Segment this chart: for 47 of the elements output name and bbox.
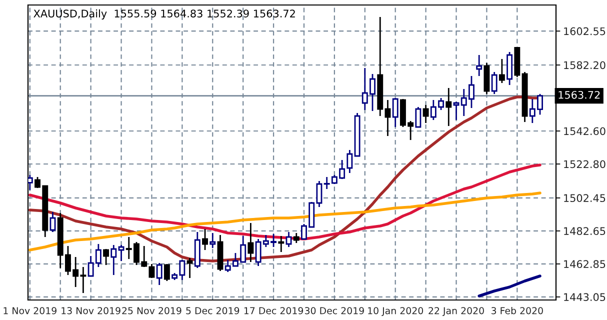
candlestick — [186, 257, 193, 279]
candlestick — [453, 101, 460, 121]
candlestick — [110, 244, 117, 276]
candlestick — [248, 222, 254, 263]
candlestick — [164, 263, 170, 282]
x-tick-label: 5 Dec 2019 — [186, 307, 240, 314]
candlestick — [384, 99, 391, 137]
candlestick — [103, 248, 110, 266]
candlestick — [118, 244, 124, 262]
y-tick-label: 1602.55 — [564, 27, 606, 36]
candlestick — [286, 231, 292, 248]
candlestick — [446, 87, 452, 127]
y-tick-label: 1462.85 — [564, 260, 606, 268]
candlestick — [156, 262, 162, 286]
candlestick — [506, 51, 513, 86]
y-tick-label: 1582.20 — [564, 61, 606, 70]
candlestick — [415, 106, 422, 128]
x-tick-label: 22 Jan 2020 — [428, 307, 484, 316]
x-tick-label: 17 Dec 2019 — [244, 307, 304, 314]
candlestick — [422, 104, 429, 124]
candlestick — [50, 211, 56, 233]
ref-line-label: 1563.72 — [558, 90, 600, 99]
x-tick-label: 1 Nov 2019 — [4, 307, 56, 314]
y-tick-label: 1522.80 — [564, 160, 606, 168]
x-tick-label: 10 Jan 2020 — [368, 307, 424, 316]
y-tick-label: 1482.65 — [564, 227, 606, 236]
candlestick — [293, 232, 300, 244]
x-tick-label: 13 Nov 2019 — [62, 307, 120, 314]
y-tick-label: 1443.05 — [564, 293, 606, 302]
x-tick-label: 25 Nov 2019 — [122, 307, 182, 314]
candlestick — [148, 263, 155, 279]
candlestick — [392, 97, 398, 128]
x-tick-label: 3 Feb 2020 — [492, 306, 543, 314]
candlestick — [346, 149, 353, 174]
candlestick — [476, 54, 482, 77]
line-series — [28, 192, 542, 252]
candlestick — [210, 232, 216, 249]
candlestick — [28, 174, 33, 191]
candlestick — [498, 58, 505, 84]
candlestick — [278, 235, 284, 253]
candlestick — [491, 71, 498, 95]
candlestick — [202, 228, 208, 251]
x-tick-label: 30 Dec 2019 — [305, 307, 364, 314]
y-tick-label: 1502.45 — [564, 194, 606, 202]
line-series — [478, 274, 542, 298]
chart-title: XAUUSD,Daily 1555.59 1564.83 1552.39 1563.72 — [34, 9, 295, 20]
y-tick-label: 1542.60 — [564, 127, 606, 136]
